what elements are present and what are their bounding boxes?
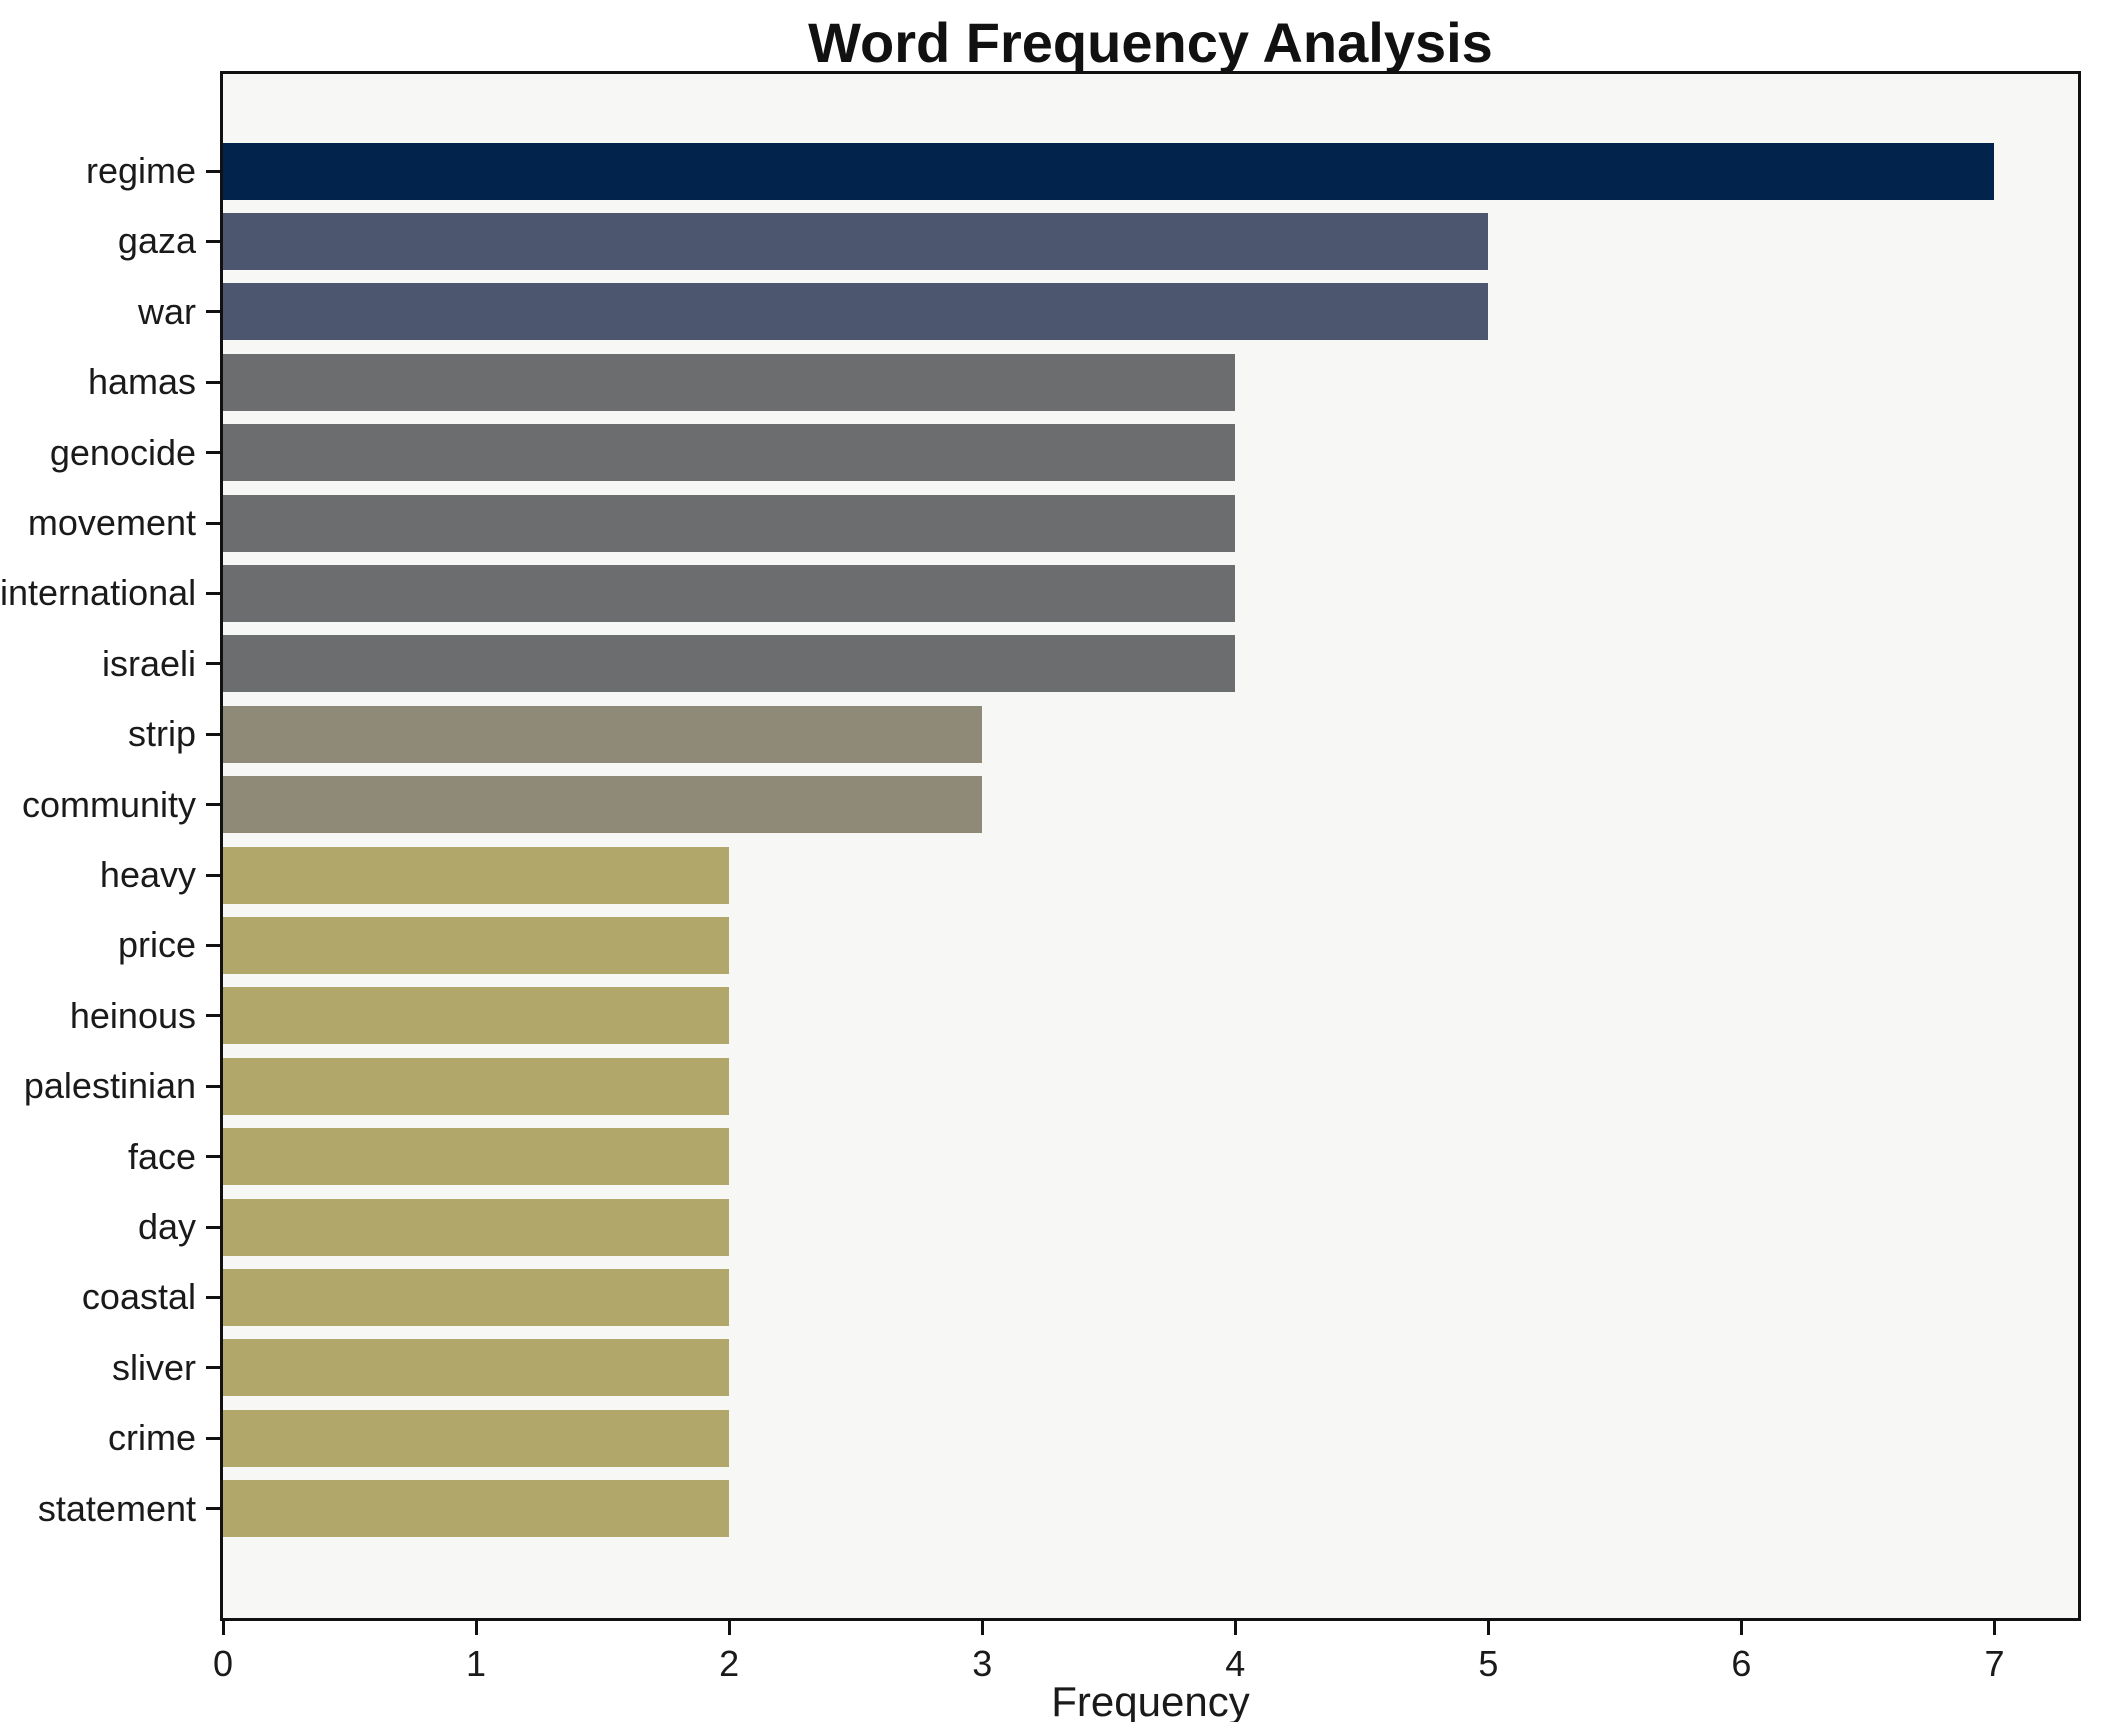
y-tick-label-palestinian: palestinian (23, 1065, 196, 1107)
bar-movement (223, 494, 1236, 552)
x-tick-mark (1233, 1621, 1237, 1635)
bar-coastal (223, 1268, 730, 1326)
y-tick-mark (206, 521, 220, 525)
bar-sliver (223, 1339, 730, 1397)
y-tick-label-regime: regime (85, 150, 196, 191)
y-tick-mark (206, 380, 220, 384)
y-tick-mark (206, 1295, 220, 1299)
bar-hamas (223, 353, 1236, 411)
y-tick-mark (206, 239, 220, 243)
y-tick-mark (206, 451, 220, 455)
x-tick-label-7: 7 (1984, 1643, 2005, 1684)
y-tick-label-face: face (127, 1135, 196, 1177)
y-tick-label-sliver: sliver (111, 1346, 196, 1388)
x-tick-mark (1992, 1621, 1996, 1635)
x-tick-label-6: 6 (1731, 1643, 1752, 1684)
x-tick-mark (727, 1621, 731, 1635)
y-tick-mark (206, 310, 220, 314)
bar-international (223, 564, 1236, 622)
y-tick-label-hamas: hamas (87, 361, 196, 403)
y-tick-mark (206, 1366, 220, 1370)
y-tick-label-gaza: gaza (117, 220, 196, 262)
bar-heinous (223, 987, 730, 1045)
bar-face (223, 1128, 730, 1186)
x-tick-mark (980, 1621, 984, 1635)
bar-community (223, 776, 983, 834)
bar-crime (223, 1409, 730, 1467)
y-tick-label-genocide: genocide (49, 431, 196, 473)
y-tick-mark (206, 1225, 220, 1229)
bar-gaza (223, 212, 1489, 270)
y-tick-label-strip: strip (127, 713, 196, 755)
chart-title: Word Frequency Analysis (808, 11, 1493, 74)
x-axis-label: Frequency (1051, 1678, 1250, 1722)
x-tick-label-2: 2 (719, 1643, 740, 1684)
y-tick-label-international: international (0, 572, 197, 614)
y-tick-label-israeli: israeli (101, 642, 196, 684)
x-tick-label-3: 3 (972, 1643, 993, 1684)
y-tick-mark (206, 803, 220, 807)
bar-war (223, 283, 1489, 341)
y-tick-label-movement: movement (27, 502, 196, 543)
y-tick-label-heinous: heinous (69, 994, 196, 1036)
y-tick-mark (206, 1084, 220, 1088)
x-tick-mark (474, 1621, 478, 1635)
y-tick-label-war: war (137, 290, 196, 332)
x-tick-label-4: 4 (1225, 1643, 1246, 1684)
bar-genocide (223, 424, 1236, 482)
y-tick-mark (206, 732, 220, 736)
y-tick-label-coastal: coastal (81, 1276, 196, 1318)
y-tick-label-statement: statement (37, 1487, 196, 1529)
y-tick-mark (206, 943, 220, 947)
x-tick-mark (221, 1621, 225, 1635)
x-tick-mark (1486, 1621, 1490, 1635)
y-tick-label-price: price (117, 924, 196, 966)
x-tick-label-0: 0 (212, 1643, 234, 1684)
bar-statement (223, 1480, 730, 1538)
bar-israeli (223, 635, 1236, 693)
bar-strip (223, 705, 983, 763)
bar-palestinian (223, 1057, 730, 1115)
y-tick-label-heavy: heavy (99, 854, 196, 895)
y-tick-mark (206, 1014, 220, 1018)
bar-day (223, 1198, 730, 1256)
y-tick-mark (206, 1507, 220, 1511)
y-tick-mark (206, 1155, 220, 1159)
x-tick-mark (1739, 1621, 1743, 1635)
x-tick-label-5: 5 (1478, 1643, 1499, 1684)
y-tick-mark (206, 1436, 220, 1440)
x-tick-label-1: 1 (466, 1643, 487, 1684)
plot-area (220, 71, 2081, 1621)
y-tick-mark (206, 591, 220, 595)
y-tick-label-day: day (137, 1206, 196, 1247)
bar-regime (223, 142, 1995, 200)
y-tick-label-crime: crime (108, 1417, 196, 1459)
bar-price (223, 916, 730, 974)
bar-heavy (223, 846, 730, 904)
y-tick-mark (206, 169, 220, 173)
y-tick-mark (206, 662, 220, 666)
y-tick-label-community: community (21, 783, 196, 825)
y-tick-mark (206, 873, 220, 877)
